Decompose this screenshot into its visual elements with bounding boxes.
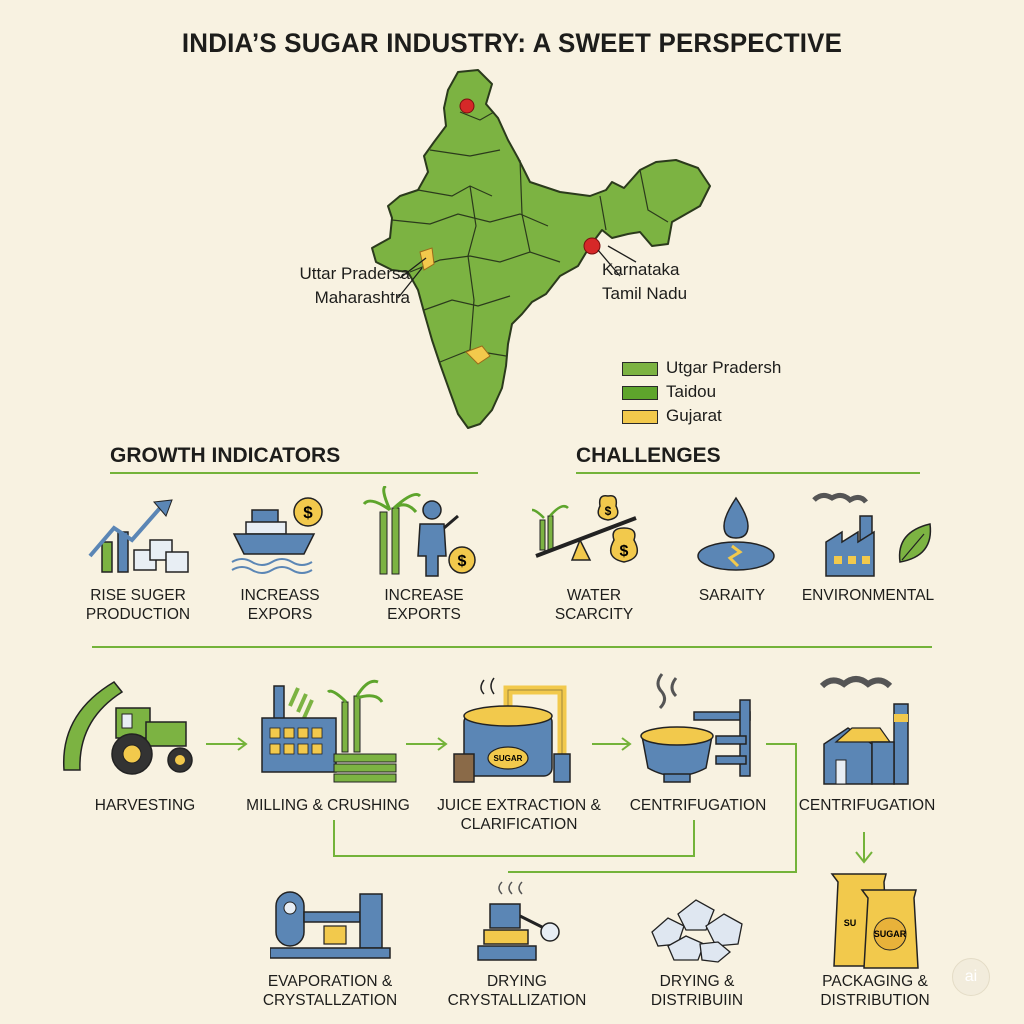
process-label: CENTRIFUGATION <box>798 797 936 814</box>
growth-section-title: GROWTH INDICATORS <box>110 444 341 467</box>
tank-sugar-label: SUGAR <box>494 754 523 763</box>
cargo-ship-icon: $ <box>231 497 323 574</box>
process-divider <box>92 646 932 648</box>
page-title: INDIA’S SUGAR INDUSTRY: A SWEET PERSPECT… <box>181 28 843 58</box>
process-label: HARVESTING <box>94 797 196 814</box>
growth-divider <box>110 472 478 474</box>
farmer-cane-icon: $ <box>362 486 476 577</box>
challenge-label: WATER SCARCITY <box>554 587 634 623</box>
map-leader-lines <box>397 245 637 299</box>
centrifuge-icon <box>640 673 751 783</box>
process-label: CENTRIFUGATION <box>629 797 767 814</box>
svg-text:$: $ <box>303 503 313 522</box>
callout-right-1: Karnataka <box>602 260 680 279</box>
svg-text:$: $ <box>605 504 612 518</box>
process-label: EVAPORATION & CRYSTALLZATION <box>262 973 398 1009</box>
challenges-divider <box>576 472 920 474</box>
state-borders <box>391 111 669 363</box>
highlight-gujarat-region <box>419 247 435 271</box>
price-seesaw-icon: $ $ <box>532 494 639 563</box>
process-label: DRYING CRYSTALLIZATION <box>447 973 587 1009</box>
process-label: JUICE EXTRACTION & CLARIFICATION <box>437 797 601 833</box>
ai-watermark-badge: ai <box>952 958 990 996</box>
dryer-icon <box>477 881 560 961</box>
bag-front-label: SUGAR <box>874 929 907 939</box>
map-callouts-right: Karnataka Tamil Nadu <box>602 258 742 306</box>
process-label: DRYING & DISTRIBUIIN <box>650 973 744 1009</box>
growth-label: RISE SUGER PRODUCTION <box>85 587 191 623</box>
legend-label: Taidou <box>666 382 717 401</box>
legend-label: Utgar Pradersh <box>666 358 782 377</box>
tractor-icon <box>63 681 193 775</box>
water-drop-icon <box>697 496 775 571</box>
challenge-label: ENVIRONMENTAL <box>801 587 935 604</box>
highlight-south-region <box>465 345 491 365</box>
map-callouts-left: Uttar Pradersa Maharashtra <box>280 262 410 310</box>
callout-left-1: Uttar Pradersa <box>299 264 410 283</box>
legend-label: Gujarat <box>666 406 722 425</box>
refinery-icon <box>819 676 909 785</box>
bag-back-label: SU <box>844 918 857 928</box>
growth-chart-icon <box>88 499 189 573</box>
process-connectors <box>206 737 873 873</box>
callout-right-2: Tamil Nadu <box>602 284 688 303</box>
juice-tank-icon: SUGAR <box>453 677 571 783</box>
factory-leaf-icon <box>812 492 932 577</box>
svg-text:$: $ <box>458 553 467 570</box>
india-map <box>371 69 711 429</box>
growth-label: INCREASE EXPORTS <box>384 587 464 623</box>
process-label: PACKAGING & DISTRIBUTION <box>820 973 930 1009</box>
india-outline <box>371 69 711 429</box>
callout-left-2: Maharashtra <box>314 288 410 307</box>
svg-text:$: $ <box>620 543 629 560</box>
marker-north <box>459 98 475 114</box>
marker-east <box>583 237 601 255</box>
sugar-bags-icon: SU SUGAR <box>830 873 919 969</box>
legend-swatch <box>622 410 658 424</box>
growth-label: INCREASS EXPORS <box>240 587 320 623</box>
legend-swatch <box>622 386 658 400</box>
legend-swatch <box>622 362 658 376</box>
sugar-crystals-icon <box>651 899 743 963</box>
challenge-label: SARAITY <box>698 587 766 604</box>
process-label: MILLING & CRUSHING <box>246 797 410 814</box>
challenges-section-title: CHALLENGES <box>576 444 721 467</box>
mill-icon <box>261 679 397 783</box>
evaporator-icon <box>270 891 391 959</box>
